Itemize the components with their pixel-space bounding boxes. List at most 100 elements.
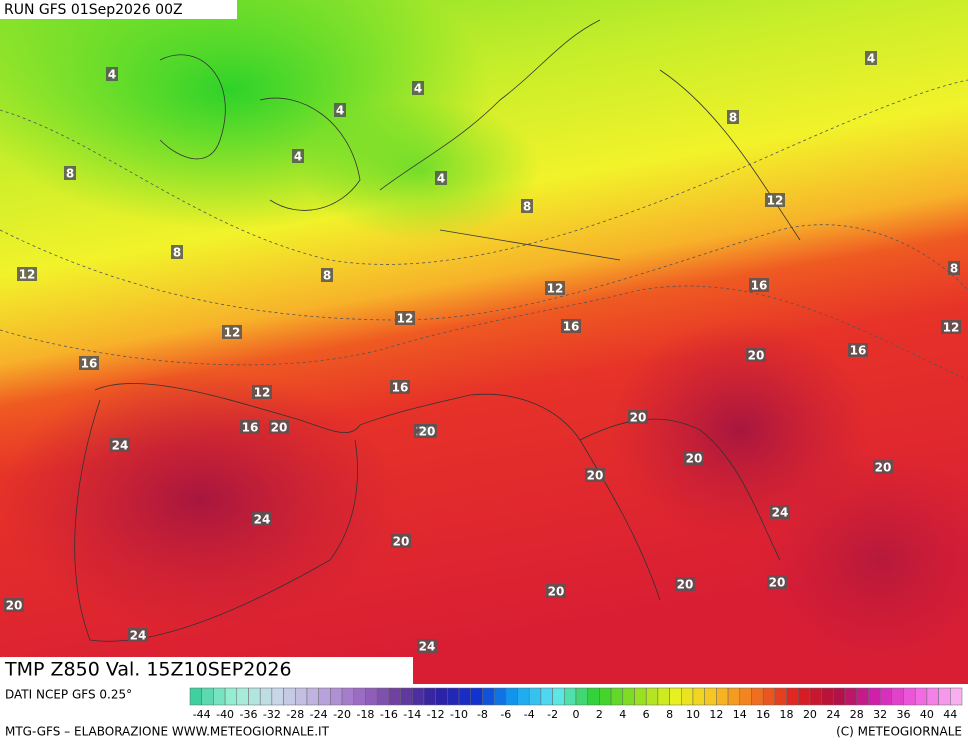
- contour-label: 4: [294, 150, 302, 164]
- contour-label-box: [252, 512, 272, 526]
- scale-swatch: [423, 687, 436, 706]
- scale-swatch: [587, 687, 600, 706]
- contour-label: 4: [867, 52, 875, 66]
- contour-label: 12: [19, 268, 36, 282]
- scale-swatch: [435, 687, 448, 706]
- contour-label-box: [391, 534, 411, 548]
- scale-swatch: [283, 687, 296, 706]
- scale-swatch: [341, 687, 355, 706]
- contour-label-box: [675, 577, 695, 591]
- contour-label-box: [941, 320, 961, 334]
- color-scale: -44 -40 -36 -32 -28 -24 -20 -18 -16 -14 -12 -10 -8 -6…: [189, 687, 963, 721]
- scale-swatch: [727, 687, 741, 706]
- scale-tick-label: -8: [477, 708, 488, 721]
- scale-swatch: [528, 687, 542, 706]
- scale-swatch: [224, 687, 238, 706]
- scale-swatch: [926, 687, 939, 706]
- contour-label-box: [948, 261, 960, 275]
- scale-tick-label: 12: [709, 708, 723, 721]
- contour-label-box: [417, 639, 437, 653]
- scale-swatch: [634, 687, 647, 706]
- contour-label: 20: [548, 585, 565, 599]
- scale-swatch: [844, 687, 857, 706]
- scale-swatch: [903, 687, 916, 706]
- contour-label: 16: [563, 320, 580, 334]
- contour-label: 8: [66, 167, 74, 181]
- scale-tick-label: -16: [380, 708, 398, 721]
- scale-swatch: [213, 687, 226, 706]
- source: DATI NCEP GFS 0.25°: [5, 688, 132, 702]
- contour-label-box: [873, 460, 893, 474]
- scale-swatch: [259, 687, 273, 706]
- contour-label-box: [770, 505, 790, 519]
- scale-tick-label: 6: [643, 708, 650, 721]
- scale-swatch: [517, 687, 530, 706]
- scale-tick-label: -10: [450, 708, 468, 721]
- scale-swatch: [751, 687, 764, 706]
- contour-label-box: [4, 598, 24, 612]
- scale-swatch: [505, 687, 518, 706]
- scale-tick-label: 44: [943, 708, 957, 721]
- scale-tick-label: 2: [596, 708, 603, 721]
- scale-swatch: [833, 687, 846, 706]
- scale-tick-label: -2: [547, 708, 558, 721]
- contour-label: 20: [6, 599, 23, 613]
- contour-label-box: [417, 424, 437, 438]
- coastlines: [74, 19, 801, 642]
- scale-swatch: [411, 687, 425, 706]
- contour-label: 20: [686, 452, 703, 466]
- scale-swatch: [306, 687, 319, 706]
- contour-label-box: [110, 438, 130, 452]
- contour-label-box: [292, 149, 304, 163]
- contour-label-box: [561, 319, 581, 333]
- contour-label-box: [79, 356, 99, 370]
- contour-label-box: [546, 584, 566, 598]
- scale-tick-label: -20: [333, 708, 351, 721]
- scale-tick-label: 40: [920, 708, 934, 721]
- contour-label-box: [17, 267, 37, 281]
- contour-label-box: [585, 468, 605, 482]
- scale-swatch: [610, 687, 624, 706]
- contour-label: 4: [108, 68, 116, 82]
- scale-swatch: [400, 687, 413, 706]
- field-info: TMP Z850 Val. 15Z10SEP2026: [4, 659, 292, 681]
- scale-swatch: [692, 687, 705, 706]
- scale-tick-label: -12: [427, 708, 445, 721]
- contour-label: 24: [254, 513, 271, 527]
- contour-label: 24: [112, 439, 129, 453]
- scale-swatch: [236, 687, 249, 706]
- contour-label: 20: [419, 425, 436, 439]
- scale-tick-label: -18: [356, 708, 374, 721]
- scale-swatch: [856, 687, 869, 706]
- header-box: [0, 0, 237, 19]
- scale-tick-label: 8: [666, 708, 673, 721]
- contour-label-box: [390, 380, 410, 394]
- contour-label: 20: [875, 461, 892, 475]
- scale-tick-label: 18: [780, 708, 794, 721]
- scale-swatch: [388, 687, 401, 706]
- contour-label-box: [412, 81, 424, 95]
- scale-swatch: [376, 687, 390, 706]
- contour-label: 12: [767, 194, 784, 208]
- contour-label: 20: [748, 349, 765, 363]
- contour-label-box: [765, 193, 785, 207]
- scale-swatch: [271, 687, 284, 706]
- scale-tick-label: 16: [756, 708, 770, 721]
- scale-swatch: [552, 687, 565, 706]
- scale-swatch: [716, 687, 729, 706]
- contour-label: 12: [254, 386, 271, 400]
- scale-tick-label: 4: [619, 708, 626, 721]
- scale-swatch: [868, 687, 881, 706]
- contour-label-box: [628, 410, 648, 424]
- contour-label: 16: [392, 381, 409, 395]
- contour-label: 8: [523, 200, 531, 214]
- scale-swatch: [821, 687, 834, 706]
- scale-swatch: [797, 687, 811, 706]
- contour-label: 12: [943, 321, 960, 335]
- contour-label-box: [435, 171, 447, 185]
- scale-swatch: [295, 687, 308, 706]
- scale-tick-label: -24: [310, 708, 328, 721]
- contour-label: 4: [336, 104, 344, 118]
- scale-tick-label: -36: [240, 708, 258, 721]
